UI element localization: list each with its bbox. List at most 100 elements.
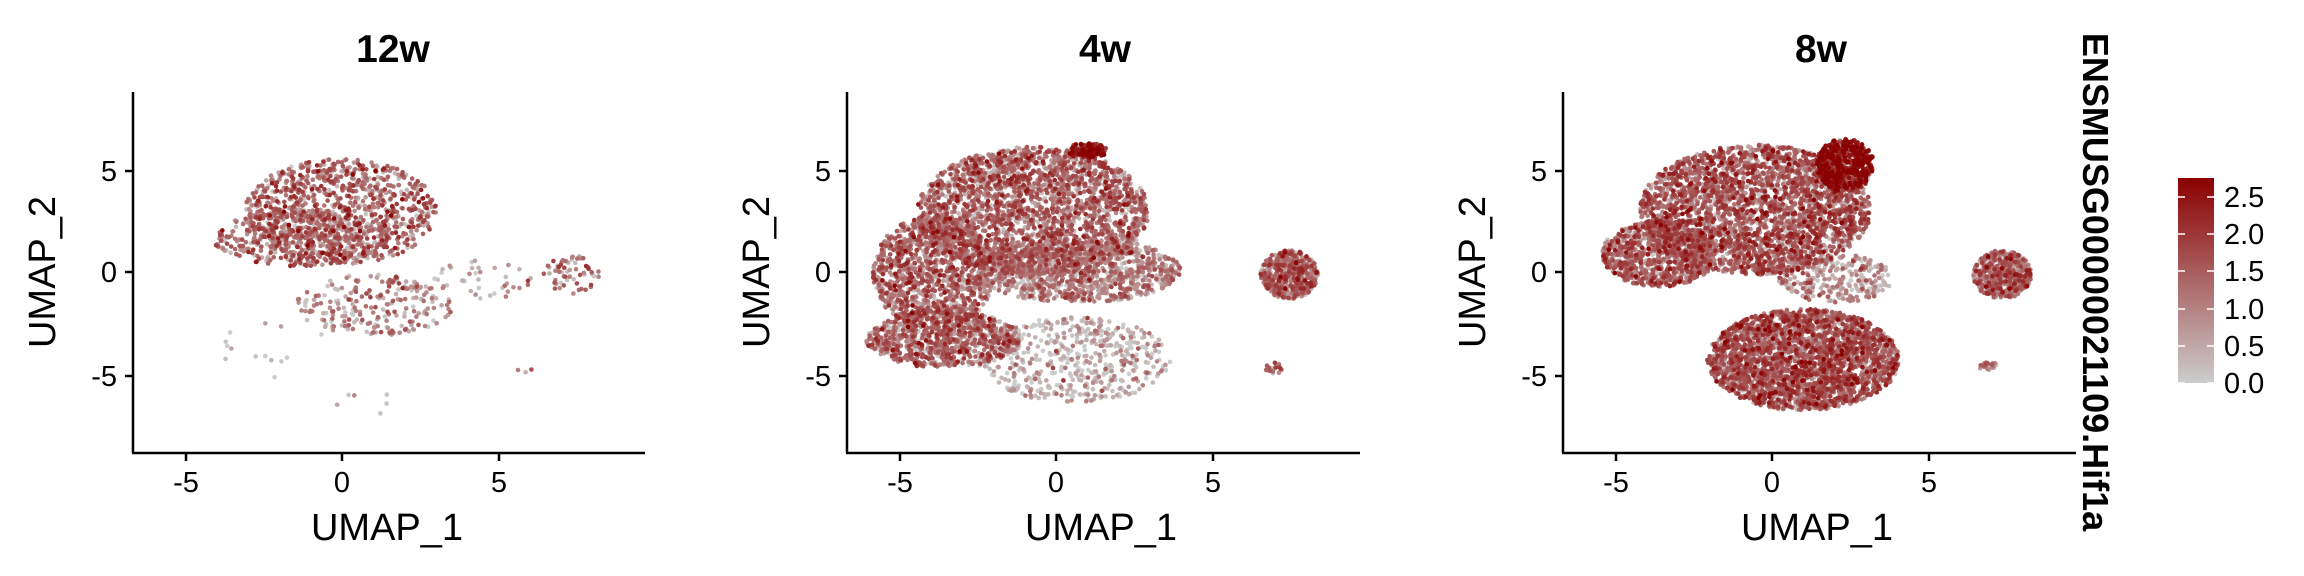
cell-point [394, 220, 399, 225]
cell-point [377, 242, 383, 247]
cell-point [251, 239, 256, 245]
cell-point [551, 258, 556, 264]
cell-point [562, 258, 568, 264]
cell-point [346, 187, 352, 193]
cell-point [440, 285, 446, 291]
cell-point [364, 291, 369, 296]
cell-point [298, 172, 303, 178]
cell-point [1135, 340, 1140, 346]
cell-point [303, 308, 308, 314]
cell-point [1160, 285, 1166, 291]
cell-point [1028, 392, 1033, 398]
cell-point [382, 187, 388, 192]
cell-point [375, 315, 381, 320]
cell-point [378, 329, 384, 335]
cell-point [318, 183, 324, 189]
cell-point [296, 228, 301, 234]
cell-point [404, 187, 410, 193]
cell-point [1048, 326, 1054, 332]
cell-point [360, 198, 366, 204]
cell-point [420, 219, 426, 225]
cell-point [467, 271, 472, 277]
cell-point [430, 299, 435, 305]
cell-point [1126, 371, 1132, 377]
cell-point [420, 231, 426, 237]
cell-point [350, 326, 356, 332]
cell-point [1107, 319, 1112, 324]
cell-point [232, 236, 238, 242]
cell-point [311, 192, 317, 198]
cell-point [278, 324, 284, 329]
cell-point [350, 172, 356, 177]
cell-point [349, 226, 354, 232]
cell-point [420, 196, 426, 201]
cell-point [395, 251, 401, 257]
cell-point [431, 318, 436, 323]
cell-point [344, 275, 350, 281]
cell-point [1038, 386, 1044, 392]
cell-point [321, 175, 327, 180]
cell-point [1073, 363, 1078, 368]
cell-point [429, 295, 435, 301]
cell-point [434, 321, 439, 326]
cell-point [269, 243, 275, 248]
cell-point [230, 229, 235, 234]
cell-point [997, 319, 1003, 324]
cell-point [220, 228, 225, 233]
cell-point [469, 265, 475, 271]
cell-point [280, 170, 285, 175]
cell-point [309, 187, 315, 192]
cell-point [424, 205, 430, 211]
cell-point [1099, 394, 1104, 399]
cell-point [370, 201, 376, 206]
cell-point [405, 242, 410, 247]
cell-point [306, 195, 311, 201]
cell-point [277, 240, 282, 245]
cell-point [421, 202, 427, 207]
cell-point [291, 204, 296, 209]
cell-point [233, 219, 239, 225]
cell-point [310, 240, 316, 245]
cell-point [274, 188, 280, 193]
cell-point [411, 309, 417, 314]
cell-point [1118, 377, 1124, 383]
cell-point [1021, 366, 1026, 372]
cell-point [359, 235, 364, 240]
cell-point [257, 208, 263, 214]
cell-point [265, 261, 271, 266]
cell-point [1055, 334, 1061, 340]
cell-point [1104, 337, 1110, 342]
cell-point [392, 192, 398, 198]
cell-point [342, 250, 347, 255]
cell-point [363, 304, 369, 309]
cell-point [1067, 327, 1073, 333]
cell-point [308, 263, 314, 269]
panel-12w-xtick-label: -5 [173, 467, 199, 499]
cell-point [330, 316, 335, 321]
cell-point [996, 380, 1002, 385]
cell-point [354, 317, 360, 322]
cell-point [525, 282, 531, 288]
cell-point [1108, 362, 1113, 368]
cell-point [322, 324, 328, 330]
cell-point [435, 277, 441, 283]
cell-point [1069, 398, 1074, 403]
cell-point [1156, 337, 1162, 343]
cell-point [447, 263, 453, 269]
cell-point [384, 213, 389, 218]
cell-point [422, 292, 427, 298]
cell-point [427, 227, 432, 232]
cell-point [562, 265, 567, 271]
panel-4w: 4w 5 0 -5 -5 0 5 UMAP_1 UMAP_2 [736, 28, 1360, 549]
cell-point [371, 235, 377, 240]
cell-point [318, 301, 324, 306]
cell-point [327, 166, 333, 172]
cell-point [301, 209, 306, 215]
cell-point [416, 199, 422, 205]
cell-point [1021, 350, 1026, 356]
cell-point [1019, 357, 1025, 363]
cell-point [268, 173, 274, 178]
cell-point [583, 287, 588, 293]
cell-point [392, 309, 397, 315]
cell-point [258, 244, 264, 249]
